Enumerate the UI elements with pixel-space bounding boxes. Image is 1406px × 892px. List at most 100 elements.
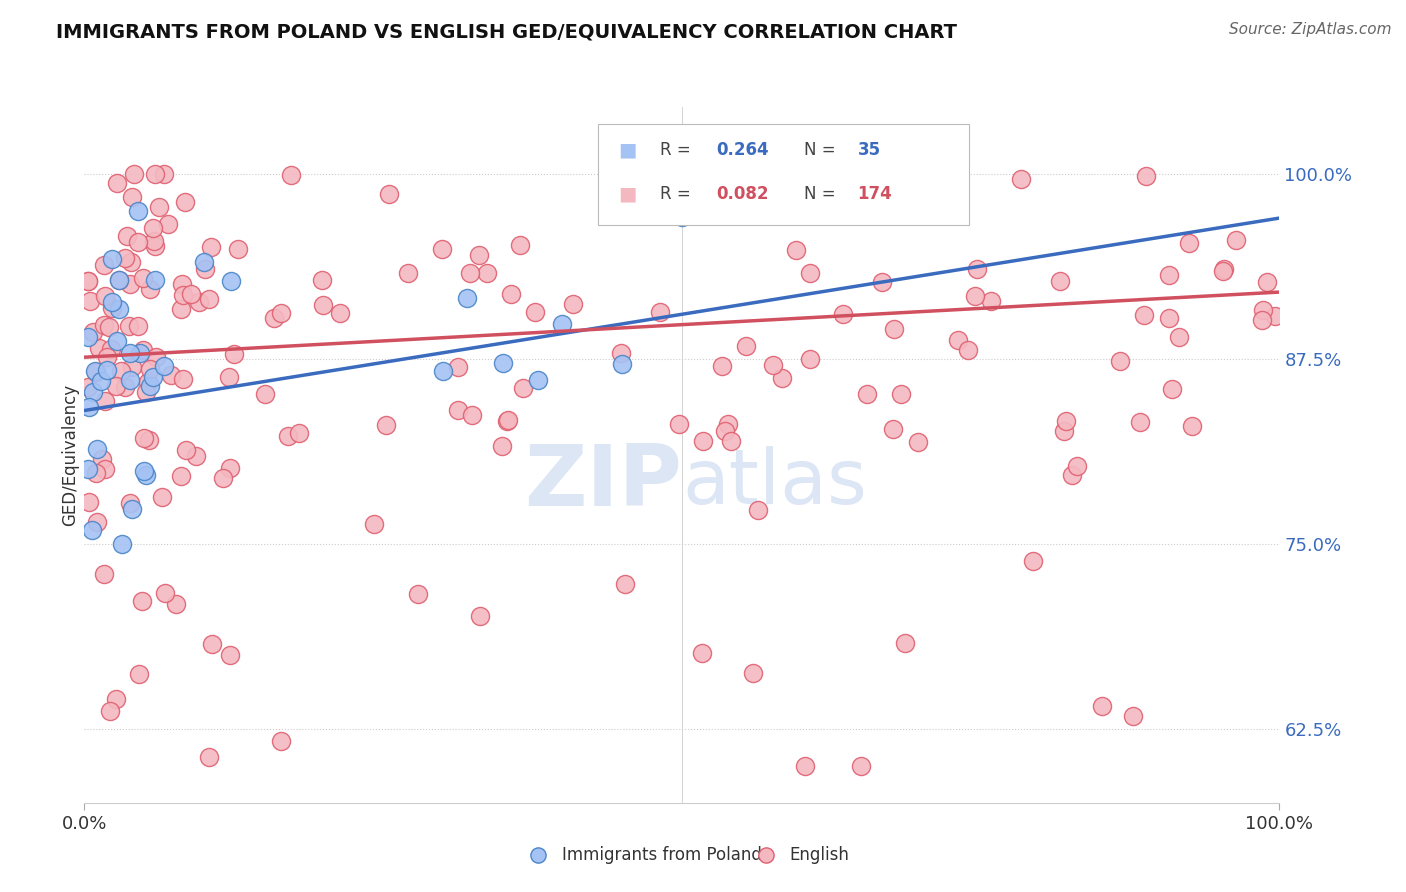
Point bbox=[1060, 468, 1083, 483]
Text: R =: R = bbox=[661, 185, 696, 203]
Point bbox=[690, 646, 713, 660]
Point bbox=[717, 417, 740, 431]
Text: English: English bbox=[790, 846, 849, 864]
Point bbox=[139, 379, 162, 393]
Point bbox=[1167, 330, 1189, 344]
Point bbox=[120, 254, 142, 268]
Point bbox=[114, 380, 136, 394]
Point bbox=[150, 490, 173, 504]
Text: N =: N = bbox=[804, 185, 841, 203]
Point bbox=[219, 461, 242, 475]
Point bbox=[219, 648, 242, 662]
Point bbox=[980, 294, 1002, 309]
Point bbox=[499, 286, 522, 301]
Point bbox=[170, 468, 193, 483]
Point bbox=[447, 403, 470, 417]
Point bbox=[193, 255, 215, 269]
Point bbox=[77, 274, 100, 288]
Point bbox=[127, 203, 149, 218]
Point bbox=[311, 273, 333, 287]
Point bbox=[890, 387, 912, 401]
Point bbox=[228, 243, 250, 257]
FancyBboxPatch shape bbox=[599, 124, 969, 226]
Point bbox=[142, 221, 165, 235]
Point bbox=[160, 368, 183, 382]
Point bbox=[799, 352, 821, 367]
Point bbox=[720, 434, 742, 448]
Point bbox=[128, 667, 150, 681]
Point bbox=[311, 298, 333, 312]
Point bbox=[270, 734, 292, 748]
Point bbox=[512, 381, 534, 395]
Point bbox=[430, 242, 453, 256]
Point bbox=[87, 341, 110, 355]
Text: 35: 35 bbox=[858, 141, 880, 159]
Point bbox=[145, 351, 167, 365]
Point bbox=[432, 363, 454, 377]
Point bbox=[143, 273, 166, 287]
Point bbox=[1021, 553, 1043, 567]
Point bbox=[263, 311, 285, 326]
Point bbox=[714, 425, 737, 439]
Point bbox=[224, 347, 246, 361]
Point bbox=[966, 262, 988, 277]
Point bbox=[93, 318, 115, 332]
Point bbox=[180, 287, 202, 301]
Point bbox=[156, 217, 179, 231]
Point bbox=[1135, 169, 1157, 183]
Point bbox=[1053, 424, 1076, 438]
Point bbox=[1129, 415, 1152, 429]
Point bbox=[741, 665, 763, 680]
Point bbox=[253, 386, 276, 401]
Point bbox=[329, 306, 352, 320]
Point bbox=[107, 272, 129, 286]
Point bbox=[610, 358, 633, 372]
Point bbox=[121, 190, 143, 204]
Point bbox=[118, 277, 141, 292]
Point bbox=[1212, 264, 1234, 278]
Point bbox=[460, 266, 482, 280]
Point bbox=[91, 452, 114, 467]
Point bbox=[1049, 274, 1071, 288]
Point bbox=[280, 168, 302, 182]
Point bbox=[173, 195, 195, 210]
Point bbox=[377, 187, 399, 202]
Point bbox=[101, 301, 124, 315]
Point bbox=[117, 229, 139, 244]
Point bbox=[111, 537, 134, 551]
Point bbox=[173, 288, 195, 302]
Point bbox=[120, 373, 142, 387]
Point bbox=[93, 258, 115, 272]
Point bbox=[139, 361, 162, 376]
Text: N =: N = bbox=[804, 141, 841, 159]
Point bbox=[100, 252, 122, 266]
Point bbox=[77, 330, 100, 344]
Point bbox=[194, 262, 217, 277]
Point bbox=[127, 319, 149, 334]
Point bbox=[904, 190, 927, 204]
Point bbox=[94, 393, 117, 408]
Point bbox=[609, 346, 631, 360]
Point bbox=[132, 271, 155, 285]
Point bbox=[509, 238, 531, 252]
Point bbox=[1251, 303, 1274, 318]
Point bbox=[882, 422, 904, 436]
Point bbox=[491, 439, 513, 453]
Y-axis label: GED/Equivalency: GED/Equivalency bbox=[62, 384, 80, 526]
Point bbox=[96, 350, 118, 364]
Point bbox=[496, 414, 519, 428]
Point bbox=[107, 301, 129, 316]
Point bbox=[134, 464, 156, 478]
Point bbox=[77, 462, 100, 476]
Point bbox=[172, 277, 194, 291]
Point bbox=[1161, 382, 1184, 396]
Point bbox=[118, 346, 141, 360]
Point bbox=[86, 442, 108, 456]
Point bbox=[907, 434, 929, 449]
Point bbox=[1264, 309, 1286, 323]
Point bbox=[831, 307, 853, 321]
Point bbox=[374, 418, 396, 433]
Point bbox=[524, 305, 547, 319]
Point bbox=[212, 471, 235, 485]
Text: Immigrants from Poland: Immigrants from Poland bbox=[562, 846, 762, 864]
